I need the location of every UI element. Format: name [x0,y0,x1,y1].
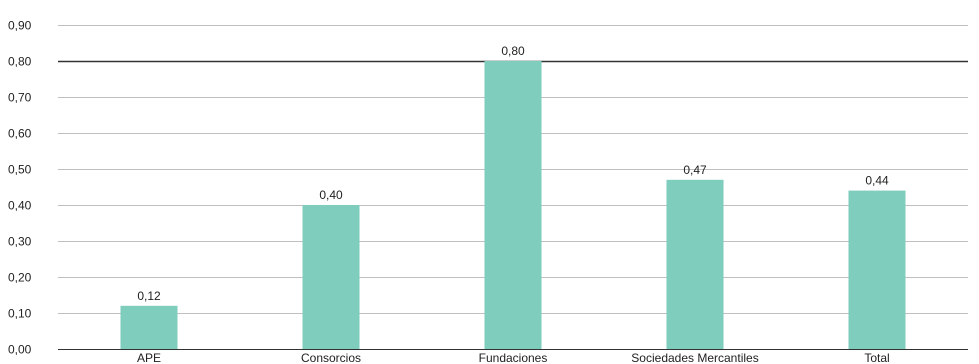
bars [120,61,906,349]
data-label: 0,44 [865,174,889,188]
category-label: Total [864,351,889,364]
data-label: 0,47 [683,163,707,177]
x-axis-category-labels: APE Consorcios Fundaciones Sociedades Merca… [137,351,890,364]
y-tick-label: 0,50 [8,163,32,177]
y-tick-label: 0,20 [8,271,32,285]
y-tick-label: 0,40 [8,199,32,213]
y-tick-label: 0,10 [8,307,32,321]
category-label: Sociedades Mercantiles [631,351,758,364]
bar [120,305,178,349]
bar [848,190,906,349]
data-labels: 0,12 0,40 0,80 0,47 0,44 [137,44,889,303]
bar [484,61,542,349]
category-label: Fundaciones [479,351,548,364]
y-axis-tick-labels: 0,00 0,10 0,20 0,30 0,40 0,50 0,60 0,70 0,80 0,90 [8,19,32,357]
y-tick-label: 0,60 [8,127,32,141]
data-label: 0,80 [501,44,525,58]
bar [666,179,724,349]
data-label: 0,40 [319,188,343,202]
category-label: Consorcios [301,351,361,364]
data-label: 0,12 [137,289,161,303]
y-tick-label: 0,90 [8,19,32,33]
y-tick-label: 0,70 [8,91,32,105]
category-label: APE [137,351,161,364]
bar [302,205,360,349]
y-tick-label: 0,80 [8,55,32,69]
y-tick-label: 0,00 [8,343,32,357]
y-tick-label: 0,30 [8,235,32,249]
